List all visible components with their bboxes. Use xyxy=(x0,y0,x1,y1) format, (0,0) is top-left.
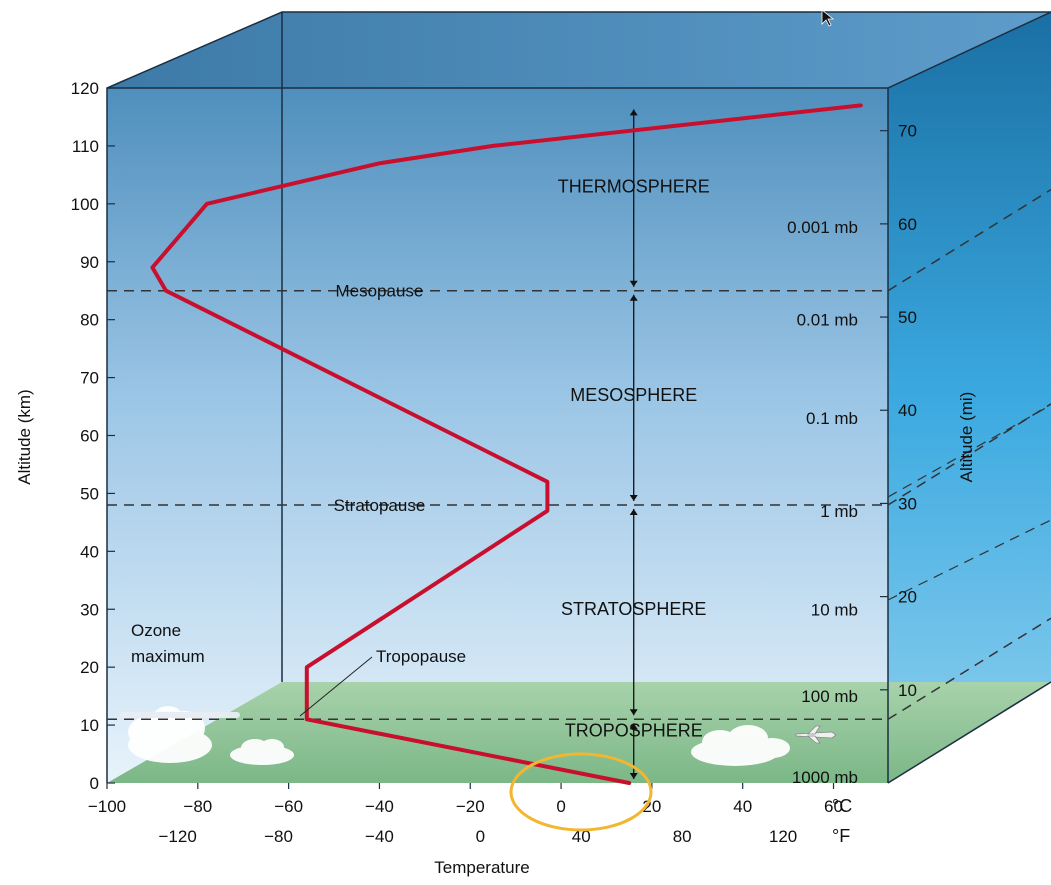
temperature-profile-line xyxy=(150,103,863,785)
y-right-tick-label: 40 xyxy=(898,401,917,420)
layer-label: TROPOSPHERE xyxy=(565,721,703,741)
y-left-tick-label: 10 xyxy=(80,716,99,735)
layer-label: MESOSPHERE xyxy=(570,385,697,405)
y-left-tick-label: 0 xyxy=(90,774,99,793)
pressure-label: 1000 mb xyxy=(792,768,858,787)
layer-label: STRATOSPHERE xyxy=(561,599,706,619)
x-fahrenheit-tick-label: 80 xyxy=(673,827,692,846)
y-left-tick-label: 100 xyxy=(71,195,99,214)
y-left-tick-label: 110 xyxy=(72,137,99,156)
x-celsius-tick-label: −40 xyxy=(365,797,394,816)
boundary-line-right xyxy=(887,189,1051,292)
airplane-icon xyxy=(795,725,837,744)
arrowhead-up xyxy=(629,109,638,116)
boundary-label: Tropopause xyxy=(376,647,466,666)
pressure-label: 0.001 mb xyxy=(787,218,858,237)
pressure-label: 100 mb xyxy=(801,687,858,706)
cube-right-face xyxy=(888,12,1051,783)
x-celsius-tick-label: 60 xyxy=(824,797,843,816)
layer-arrow xyxy=(629,109,638,779)
arrowhead-down xyxy=(629,495,638,501)
x-celsius-tick-label: 40 xyxy=(733,797,752,816)
arrowhead-up xyxy=(629,723,638,730)
arrowhead-down xyxy=(629,773,638,779)
mouse-cursor-icon xyxy=(821,9,835,27)
x-celsius-tick-label: 0 xyxy=(556,797,565,816)
y-left-tick-label: 70 xyxy=(80,369,99,388)
y-right-tick-label: 20 xyxy=(898,588,917,607)
cube-top-face xyxy=(107,12,1051,88)
y-left-tick-label: 80 xyxy=(80,311,99,330)
highlight-circle xyxy=(509,752,653,832)
pressure-label: 0.1 mb xyxy=(806,409,858,428)
y-left-tick-label: 60 xyxy=(80,427,99,446)
x-axis-title: Temperature xyxy=(434,858,529,877)
x-unit-celsius: °C xyxy=(832,796,852,816)
pressure-label: 10 mb xyxy=(811,600,858,619)
arrowhead-down xyxy=(629,280,638,287)
x-fahrenheit-tick-label: −80 xyxy=(264,827,293,846)
x-unit-fahrenheit: °F xyxy=(832,826,850,846)
x-fahrenheit-tick-label: 120 xyxy=(769,827,797,846)
right-face-dashed-line xyxy=(887,404,1051,498)
x-fahrenheit-tick-label: 0 xyxy=(476,827,485,846)
y-right-tick-label: 50 xyxy=(898,308,917,327)
arrowhead-up xyxy=(629,509,638,515)
y-left-tick-label: 20 xyxy=(80,658,99,677)
x-celsius-tick-label: −60 xyxy=(274,797,303,816)
x-celsius-tick-label: −80 xyxy=(183,797,212,816)
y-right-tick-label: 60 xyxy=(898,215,917,234)
layer-label: THERMOSPHERE xyxy=(558,176,710,196)
x-fahrenheit-tick-label: −120 xyxy=(158,827,196,846)
pressure-label: 0.01 mb xyxy=(797,311,858,330)
x-celsius-tick-label: 20 xyxy=(642,797,661,816)
arrowhead-up xyxy=(629,294,638,301)
tropopause-leader-line xyxy=(299,656,373,717)
y-right-tick-label: 10 xyxy=(898,681,917,700)
ozone-label-line1: Ozone xyxy=(131,621,181,640)
boundary-label: Mesopause xyxy=(335,282,423,301)
cube-bottom-right-edge xyxy=(887,681,1051,784)
ground-plane xyxy=(107,682,1051,783)
y-left-tick-label: 120 xyxy=(71,79,99,98)
ozone-label-line2: maximum xyxy=(131,647,205,666)
cloud-icon-right xyxy=(691,725,790,766)
right-face-dashed-line xyxy=(887,519,1051,601)
y-axis-right-title: Altitude (mi) xyxy=(957,392,976,483)
x-celsius-tick-label: −100 xyxy=(88,797,126,816)
y-right-tick-label: 70 xyxy=(898,122,917,141)
boundary-lines xyxy=(107,189,1051,721)
y-left-tick-label: 90 xyxy=(80,253,99,272)
x-fahrenheit-tick-label: −40 xyxy=(365,827,394,846)
y-right-tick-label: 30 xyxy=(898,494,917,513)
arrowhead-down xyxy=(629,709,638,716)
boundary-label: Stratopause xyxy=(334,496,426,515)
y-left-tick-label: 40 xyxy=(80,542,99,561)
y-axis-left-title: Altitude (km) xyxy=(15,389,34,484)
pressure-label: 1 mb xyxy=(820,502,858,521)
cloud-icon-small xyxy=(230,739,294,765)
x-celsius-tick-label: −20 xyxy=(456,797,485,816)
boundary-line-right xyxy=(887,617,1051,720)
x-fahrenheit-tick-label: 40 xyxy=(572,827,591,846)
y-left-tick-label: 50 xyxy=(80,484,99,503)
cube-front-face xyxy=(107,88,888,783)
y-left-tick-label: 30 xyxy=(80,600,99,619)
